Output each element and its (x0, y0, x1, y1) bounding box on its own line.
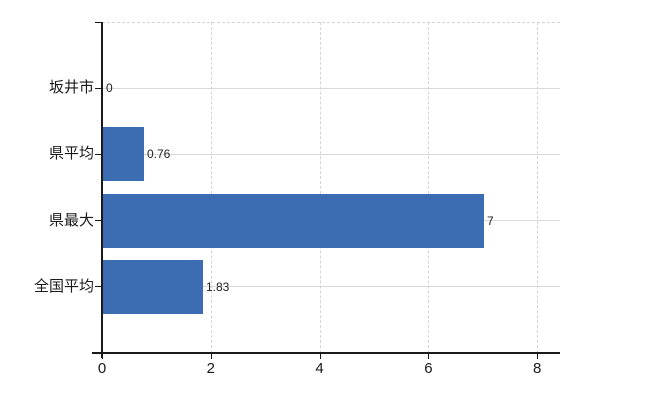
x-tick (210, 353, 212, 359)
category-label: 県平均 (48, 145, 94, 163)
vertical-gridline (537, 22, 539, 353)
x-tick-label: 2 (206, 360, 215, 377)
x-tick-label: 4 (315, 360, 324, 377)
bar (103, 193, 484, 248)
bar (103, 127, 144, 182)
x-tick-label: 0 (97, 360, 107, 377)
y-tick (95, 220, 102, 222)
y-tick (95, 286, 102, 288)
y-axis-end-tick (95, 22, 102, 23)
x-tick-label: 8 (532, 360, 542, 377)
value-label: 1.83 (206, 279, 230, 294)
y-tick (95, 153, 102, 155)
category-label: 全国平均 (33, 277, 94, 295)
y-tick (95, 87, 102, 89)
x-tick-label: 6 (424, 360, 433, 377)
plot-top-border (102, 22, 560, 23)
x-tick (319, 353, 321, 359)
category-label: 県最大 (48, 211, 94, 229)
vertical-gridline (210, 22, 212, 353)
category-label: 坂井市 (48, 79, 94, 97)
value-label: 0 (106, 81, 113, 96)
horizontal-gridline (102, 87, 560, 89)
vertical-gridline (428, 22, 430, 353)
bar (103, 259, 203, 314)
y-axis-line (101, 22, 103, 358)
x-axis-line (92, 352, 560, 354)
x-tick (428, 353, 430, 359)
x-tick (537, 353, 539, 359)
value-label: 0.76 (147, 147, 171, 162)
horizontal-gridline (102, 153, 560, 155)
horizontal-gridline (102, 286, 560, 288)
value-label: 7 (487, 213, 494, 228)
vertical-gridline (319, 22, 321, 353)
